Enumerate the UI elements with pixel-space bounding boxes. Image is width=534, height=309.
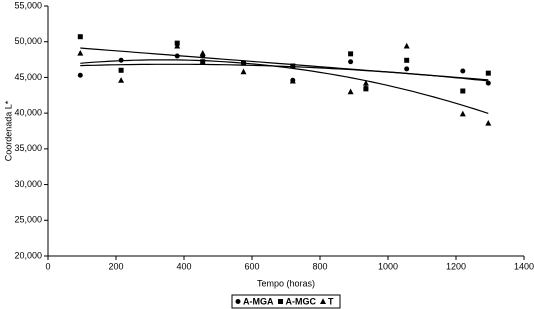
marker-triangle — [240, 68, 247, 75]
marker-triangle — [320, 298, 326, 304]
x-tick-label: 400 — [176, 261, 191, 271]
y-tick-label: 40,000 — [14, 108, 42, 118]
marker-circle — [348, 59, 354, 65]
marker-circle — [235, 299, 241, 304]
marker-triangle — [347, 88, 354, 95]
y-tick-label: 55,000 — [14, 0, 42, 10]
marker-square — [348, 51, 354, 57]
y-tick-label: 50,000 — [14, 36, 42, 46]
x-tick-label: 800 — [312, 261, 327, 271]
x-tick-label: 0 — [45, 261, 50, 271]
marker-triangle — [289, 77, 296, 84]
marker-triangle — [77, 49, 84, 56]
marker-triangle — [199, 49, 206, 56]
x-tick-label: 1200 — [446, 261, 466, 271]
legend-label: A-MGA — [243, 296, 274, 306]
y-tick-label: 20,000 — [14, 250, 42, 260]
marker-triangle — [459, 110, 466, 117]
y-axis-label: Coordenada L* — [3, 100, 13, 161]
marker-triangle — [485, 119, 492, 126]
x-tick-label: 200 — [108, 261, 123, 271]
marker-square — [485, 70, 491, 76]
marker-triangle — [174, 42, 181, 49]
trendline — [80, 47, 489, 81]
marker-square — [118, 67, 124, 73]
marker-circle — [460, 68, 466, 74]
marker-square — [200, 59, 206, 65]
legend-box — [231, 294, 341, 309]
y-tick-label: 25,000 — [14, 215, 42, 225]
x-tick-label: 1000 — [378, 261, 398, 271]
marker-triangle — [362, 79, 369, 86]
x-tick-label: 1400 — [514, 261, 534, 271]
y-tick-label: 30,000 — [14, 179, 42, 189]
marker-square — [404, 57, 410, 63]
x-axis-label: Tempo (horas) — [257, 278, 315, 288]
legend-label: A-MGC — [286, 296, 317, 306]
marker-circle — [485, 80, 491, 86]
marker-circle — [404, 66, 410, 72]
trendline — [80, 59, 489, 114]
legend-label: T — [328, 296, 334, 306]
marker-triangle — [118, 77, 125, 83]
marker-square — [77, 34, 83, 40]
y-tick-label: 35,000 — [14, 143, 42, 153]
marker-square — [363, 86, 369, 92]
marker-square — [278, 299, 283, 304]
marker-triangle — [403, 42, 410, 49]
y-tick-label: 45,000 — [14, 72, 42, 82]
marker-square — [460, 88, 466, 94]
marker-square — [290, 63, 296, 69]
x-tick-label: 600 — [244, 261, 259, 271]
marker-circle — [77, 72, 83, 78]
